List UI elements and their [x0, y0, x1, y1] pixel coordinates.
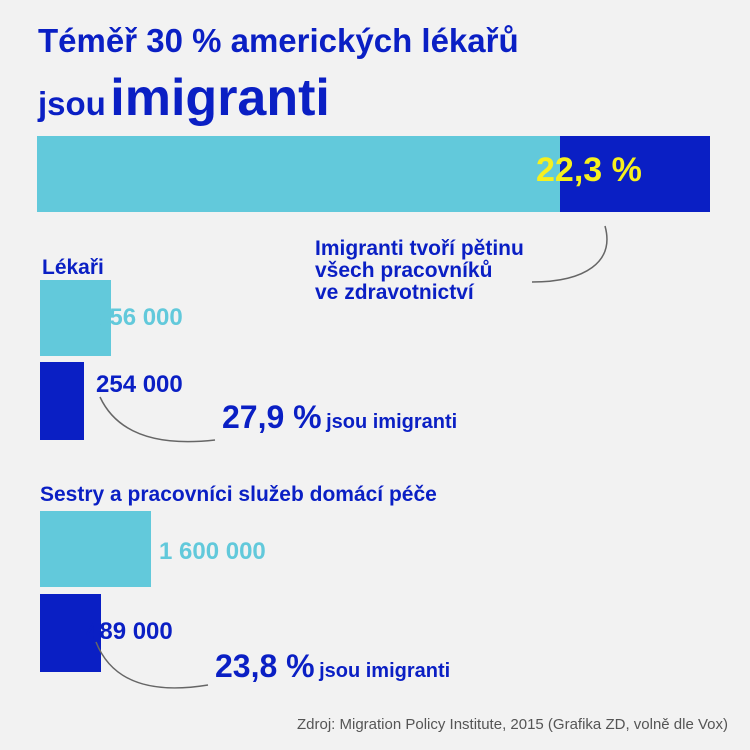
nurses-total-value: 1 600 000 — [159, 538, 266, 565]
title-word-jsou: jsou — [38, 85, 106, 122]
chart-title-line2: jsou imigranti — [38, 68, 330, 128]
nurses-percent-value: 23,8 % — [215, 648, 315, 684]
overall-immigrant-bar — [560, 136, 710, 212]
section-label-doctors: Lékaři — [42, 256, 104, 279]
section-label-nurses: Sestry a pracovníci služeb domácí péče — [40, 483, 437, 506]
nurses-immigrant-bar — [40, 594, 101, 672]
overall-note-connector — [531, 225, 608, 283]
nurses-percent: 23,8 % jsou imigranti — [215, 648, 450, 685]
doctors-immigrant-bar — [40, 362, 84, 440]
doctors-percent: 27,9 % jsou imigranti — [222, 399, 457, 436]
overall-note-line: Imigranti tvoří pětinu — [315, 237, 524, 260]
title-word-imigranti: imigranti — [110, 69, 330, 127]
source-note: Zdroj: Migration Policy Institute, 2015 … — [296, 716, 728, 733]
overall-note: Imigranti tvoří pětinu všech pracovníků … — [315, 238, 524, 304]
overall-percent-label: 22,3 % — [536, 151, 642, 189]
nurses-percent-text: jsou imigranti — [319, 660, 451, 682]
doctors-total-bar — [40, 280, 111, 356]
nurses-total-bar — [40, 511, 151, 587]
overall-note-line: ve zdravotnictví — [315, 281, 474, 304]
doctors-percent-connector — [99, 396, 216, 443]
nurses-percent-connector — [95, 641, 209, 689]
chart-title-line1: Téměř 30 % amerických lékařů — [38, 22, 519, 59]
doctors-immigrant-value: 254 000 — [96, 371, 183, 398]
doctors-percent-value: 27,9 % — [222, 399, 322, 435]
nurses-immigrant-value: 489 000 — [86, 618, 173, 645]
doctors-percent-text: jsou imigranti — [326, 411, 458, 433]
overall-note-line: všech pracovníků — [315, 259, 493, 282]
doctors-total-value: 656 000 — [96, 304, 183, 331]
